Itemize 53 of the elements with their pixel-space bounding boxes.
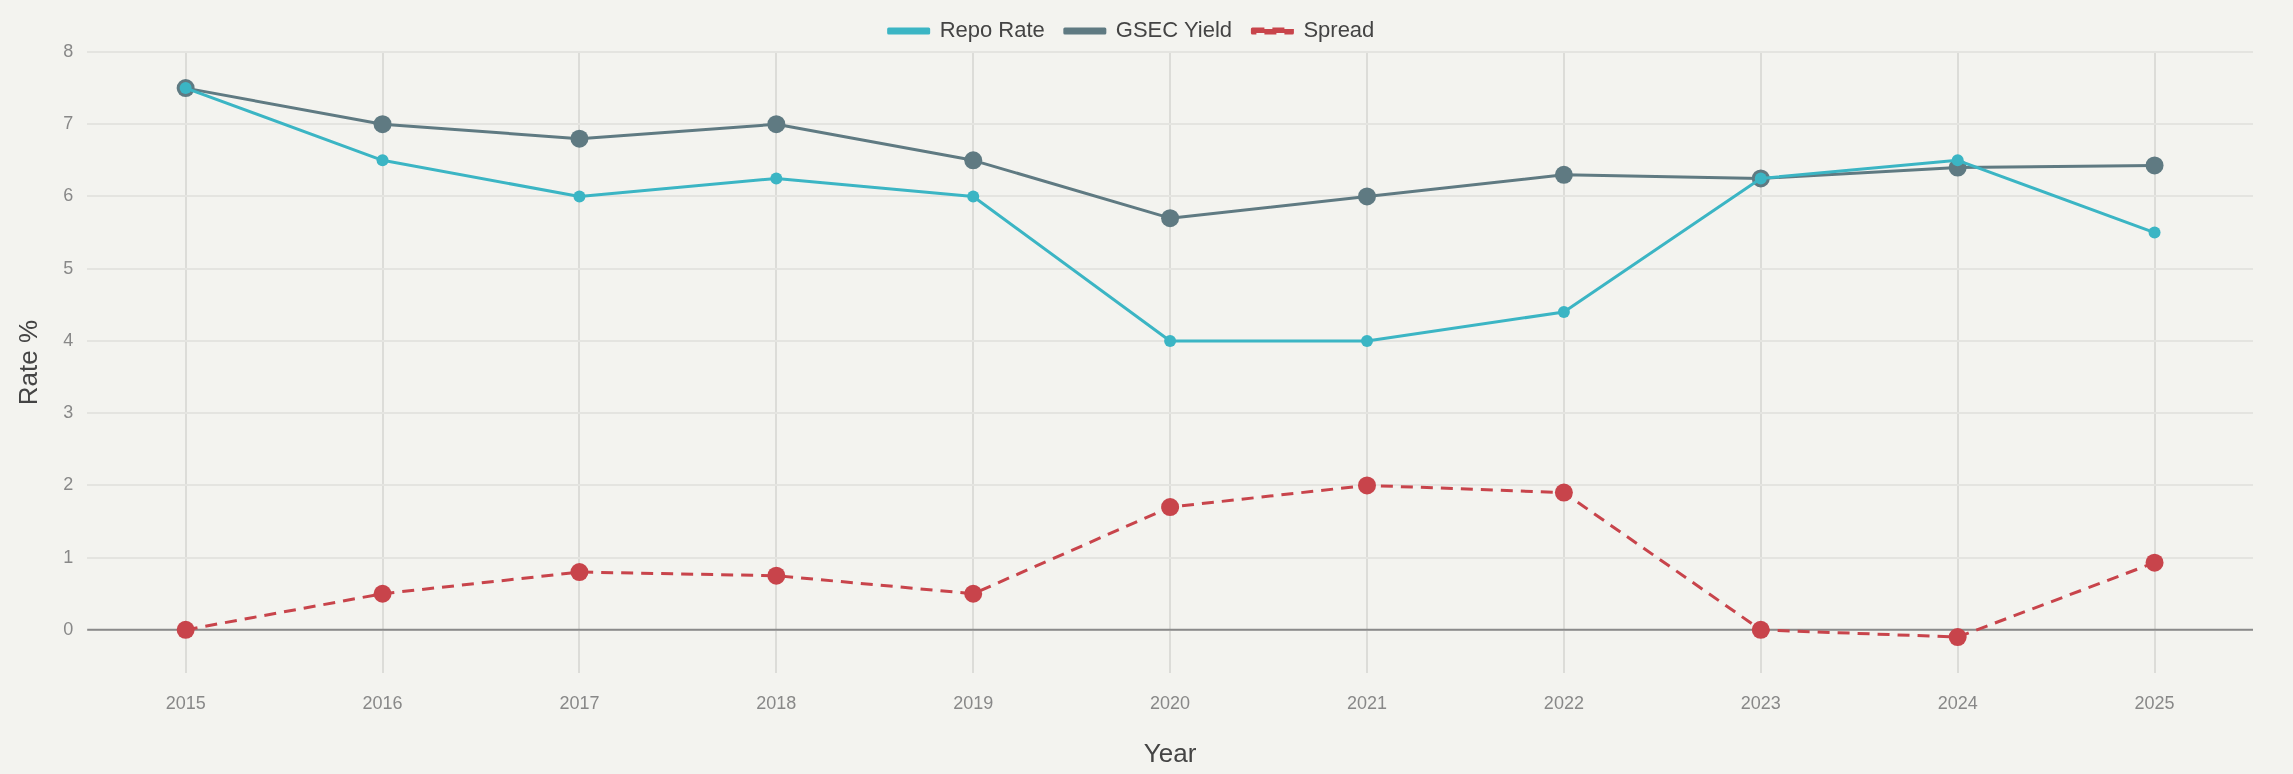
x-tick-label: 2021	[1346, 692, 1388, 713]
point	[1554, 165, 1573, 184]
x-tick-label: 2025	[2134, 692, 2175, 713]
point	[176, 620, 195, 639]
y-tick-label: 6	[63, 185, 74, 206]
point	[964, 584, 983, 603]
point	[1164, 334, 1177, 347]
y-tick-label: 3	[63, 402, 74, 423]
point	[1554, 483, 1573, 502]
point	[767, 566, 786, 585]
point	[570, 563, 589, 582]
x-tick-label: 2022	[1543, 692, 1584, 713]
y-tick-label: 1	[63, 546, 74, 567]
point	[1357, 187, 1376, 206]
point	[376, 154, 389, 167]
legend-label: Spread	[1303, 17, 1375, 43]
point	[1951, 154, 1964, 167]
y-tick-label: 7	[63, 113, 74, 134]
point	[570, 129, 589, 148]
x-tick-label: 2019	[953, 692, 994, 713]
point	[1357, 476, 1376, 495]
x-tick-label: 2020	[1150, 692, 1191, 713]
point	[770, 172, 783, 185]
point	[964, 151, 983, 170]
point	[2145, 156, 2164, 175]
y-tick-label: 5	[63, 257, 74, 278]
point	[1161, 498, 1180, 517]
y-tick-label: 8	[63, 40, 74, 61]
x-tick-label: 2018	[756, 692, 797, 713]
x-tick-label: 2016	[362, 692, 403, 713]
point	[573, 190, 586, 203]
y-tick-label: 2	[63, 474, 74, 495]
point	[2145, 553, 2164, 572]
point	[1751, 620, 1770, 639]
point	[1360, 334, 1373, 347]
point	[373, 115, 392, 134]
point	[767, 115, 786, 134]
y-tick-label: 0	[63, 618, 74, 639]
x-tick-label: 2017	[559, 692, 600, 713]
point	[967, 190, 980, 203]
y-axis-title: Rate %	[12, 319, 43, 406]
point	[1948, 628, 1967, 647]
x-tick-label: 2015	[165, 692, 206, 713]
x-axis-title: Year	[1143, 737, 1197, 768]
x-tick-label: 2024	[1937, 692, 1978, 713]
legend-label: GSEC Yield	[1115, 17, 1233, 43]
legend-label: Repo Rate	[939, 17, 1045, 43]
x-tick-label: 2023	[1740, 692, 1781, 713]
point	[373, 584, 392, 603]
point	[1161, 209, 1180, 228]
point	[1557, 306, 1570, 319]
y-tick-label: 4	[63, 329, 74, 350]
point	[2148, 226, 2161, 239]
